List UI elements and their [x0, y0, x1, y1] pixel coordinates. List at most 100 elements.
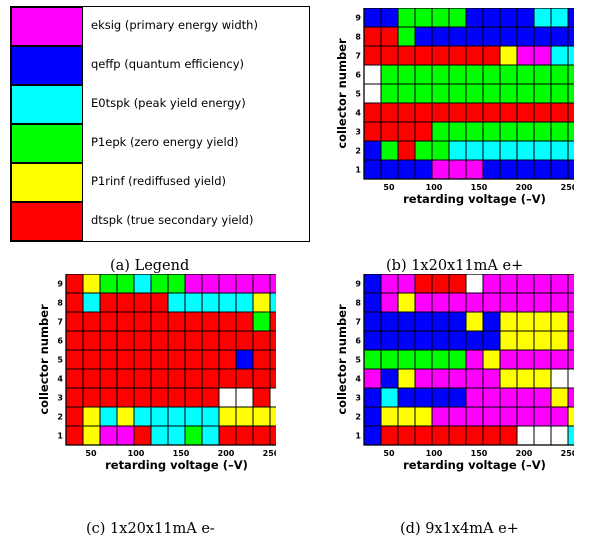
cell-c-r7-c10 — [235, 406, 254, 427]
cell-b-r6-c6 — [465, 121, 484, 142]
cell-c-r4-c5 — [150, 349, 169, 370]
cell-c-r7-c12 — [269, 406, 276, 427]
y-axis-label: collector number — [37, 304, 51, 415]
heatmap-c: 1 2 3 4 5 6 7 8 9 50 100 150 200 250 retarding voltage… — [37, 274, 276, 472]
cell-b-r2-c5 — [448, 45, 467, 66]
cell-c-r6-c10 — [235, 387, 254, 408]
cell-b-r5-c0 — [363, 102, 382, 123]
cell-d-r8-c12 — [567, 425, 574, 446]
cell-b-r6-c2 — [397, 121, 416, 142]
cell-c-r0-c11 — [252, 274, 271, 294]
cell-d-r4-c10 — [533, 349, 552, 370]
cell-c-r8-c3 — [116, 425, 135, 446]
cell-d-r4-c2 — [397, 349, 416, 370]
cell-d-r8-c1 — [380, 425, 399, 446]
cell-b-r3-c2 — [397, 64, 416, 85]
cell-d-r3-c4 — [431, 330, 450, 351]
cell-d-r5-c11 — [550, 368, 569, 389]
legend-row-dtspk: dtspk (true secondary yield) — [11, 202, 309, 241]
cell-b-r6-c7 — [482, 121, 501, 142]
caption-b: (b) 1x20x11mA e+ — [386, 258, 524, 274]
cell-d-r8-c6 — [465, 425, 484, 446]
cell-b-r6-c0 — [363, 121, 382, 142]
cell-c-r1-c3 — [116, 292, 135, 313]
cell-c-r2-c2 — [99, 311, 118, 332]
cell-c-r4-c11 — [252, 349, 271, 370]
cell-c-r0-c7 — [184, 274, 203, 294]
cell-d-r7-c0 — [363, 406, 382, 427]
cell-c-r7-c0 — [65, 406, 84, 427]
cell-b-r3-c3 — [414, 64, 433, 85]
cell-b-r8-c4 — [431, 159, 450, 180]
legend-row-eksig: eksig (primary energy width) — [11, 7, 309, 46]
cell-d-r2-c12 — [567, 311, 574, 332]
cell-d-r2-c6 — [465, 311, 484, 332]
legend-label-p1epk: P1epk (zero energy yield) — [91, 135, 239, 149]
cell-d-r3-c12 — [567, 330, 574, 351]
cell-d-r7-c4 — [431, 406, 450, 427]
cell-c-r5-c8 — [201, 368, 220, 389]
cell-c-r2-c11 — [252, 311, 271, 332]
cell-c-r3-c5 — [150, 330, 169, 351]
cell-c-r6-c2 — [99, 387, 118, 408]
cell-d-r6-c4 — [431, 387, 450, 408]
cell-c-r5-c0 — [65, 368, 84, 389]
cell-b-r7-c5 — [448, 140, 467, 161]
cell-c-r8-c2 — [99, 425, 118, 446]
cell-b-r1-c1 — [380, 26, 399, 47]
legend-swatch-green — [11, 124, 83, 163]
cell-d-r0-c12 — [567, 274, 574, 294]
cell-c-r3-c9 — [218, 330, 237, 351]
cell-d-r8-c10 — [533, 425, 552, 446]
cell-d-r7-c2 — [397, 406, 416, 427]
cell-c-r8-c4 — [133, 425, 152, 446]
y-axis-label: collector number — [335, 304, 349, 415]
cell-d-r3-c11 — [550, 330, 569, 351]
cell-d-r2-c3 — [414, 311, 433, 332]
cell-b-r7-c8 — [499, 140, 518, 161]
cell-b-r2-c0 — [363, 45, 382, 66]
cell-d-r1-c2 — [397, 292, 416, 313]
cell-b-r7-c4 — [431, 140, 450, 161]
cell-c-r5-c5 — [150, 368, 169, 389]
cell-d-r7-c11 — [550, 406, 569, 427]
cell-d-r7-c5 — [448, 406, 467, 427]
cell-c-r6-c0 — [65, 387, 84, 408]
cell-d-r5-c12 — [567, 368, 574, 389]
cell-d-r1-c11 — [550, 292, 569, 313]
cell-c-r6-c3 — [116, 387, 135, 408]
cell-d-r1-c7 — [482, 292, 501, 313]
cell-b-r3-c8 — [499, 64, 518, 85]
cell-d-r5-c4 — [431, 368, 450, 389]
cell-c-r4-c0 — [65, 349, 84, 370]
cell-d-r1-c3 — [414, 292, 433, 313]
cell-b-r5-c11 — [550, 102, 569, 123]
cell-c-r2-c5 — [150, 311, 169, 332]
cell-c-r0-c2 — [99, 274, 118, 294]
cell-b-r3-c10 — [533, 64, 552, 85]
cell-c-r8-c6 — [167, 425, 186, 446]
cell-c-r1-c8 — [201, 292, 220, 313]
cell-b-r8-c12 — [567, 159, 574, 180]
cell-b-r4-c9 — [516, 83, 535, 104]
cell-b-r4-c2 — [397, 83, 416, 104]
cell-d-r7-c12 — [567, 406, 574, 427]
cell-c-r5-c6 — [167, 368, 186, 389]
cell-d-r6-c9 — [516, 387, 535, 408]
cell-c-r5-c4 — [133, 368, 152, 389]
cell-b-r6-c5 — [448, 121, 467, 142]
cell-c-r1-c6 — [167, 292, 186, 313]
legend-swatch-magenta — [11, 7, 83, 46]
x-tick-label: 250 — [561, 183, 574, 192]
cell-b-r4-c6 — [465, 83, 484, 104]
cell-c-r6-c1 — [82, 387, 101, 408]
cell-c-r8-c9 — [218, 425, 237, 446]
cell-c-r1-c0 — [65, 292, 84, 313]
cell-b-r6-c8 — [499, 121, 518, 142]
cell-c-r2-c7 — [184, 311, 203, 332]
cell-d-r6-c7 — [482, 387, 501, 408]
cell-b-r3-c4 — [431, 64, 450, 85]
cell-c-r5-c7 — [184, 368, 203, 389]
y-tick-label: 2 — [355, 413, 361, 422]
cell-b-r0-c10 — [533, 8, 552, 28]
